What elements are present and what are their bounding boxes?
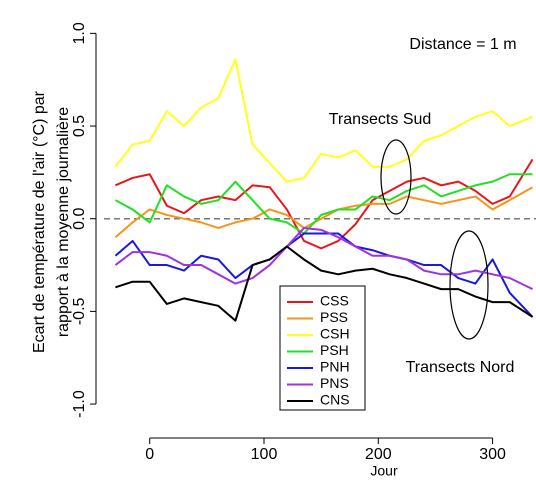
x-tick-label: 300	[479, 446, 506, 463]
x-tick-label: 100	[251, 446, 278, 463]
series-line	[114, 232, 534, 318]
y-tick-label: -1.0	[71, 390, 88, 418]
legend-label: CSH	[320, 326, 350, 342]
series-line	[114, 226, 534, 291]
annotation: Distance = 1 m	[409, 36, 516, 53]
legend-label: CSS	[320, 293, 349, 309]
legend-box	[279, 285, 366, 411]
legend-label: PSS	[320, 309, 348, 325]
plot-area: 1.0 0.5 0.0 -0.5 -1.0 0 100 200 300	[71, 22, 536, 463]
series-line	[114, 173, 533, 235]
annotation: Transects Sud	[329, 111, 432, 128]
highlight-ellipse	[449, 230, 489, 340]
annotation: Transects Nord	[406, 359, 515, 376]
legend-label: PSH	[320, 342, 349, 358]
y-tick-label: 0.0	[71, 207, 88, 229]
series-line	[114, 186, 534, 238]
x-tick-label: 200	[365, 446, 392, 463]
legend-label: PNH	[320, 359, 350, 375]
highlight-ellipse	[380, 139, 412, 215]
y-axis-title: rapport à la moyenne journalière	[55, 107, 72, 337]
y-tick-label: 0.5	[71, 115, 88, 137]
legend-label: PNS	[320, 375, 349, 391]
y-tick-label: 1.0	[71, 22, 88, 44]
series-line	[115, 245, 534, 322]
y-axis-title: Ecart de température de l'air (°C) par	[31, 90, 48, 353]
series-line	[115, 158, 534, 250]
legend-label: CNS	[320, 392, 350, 408]
x-tick-label: 0	[145, 446, 154, 463]
y-tick-label: -0.5	[71, 297, 88, 325]
series-line	[114, 58, 533, 183]
x-axis-title: Jour	[370, 463, 398, 479]
